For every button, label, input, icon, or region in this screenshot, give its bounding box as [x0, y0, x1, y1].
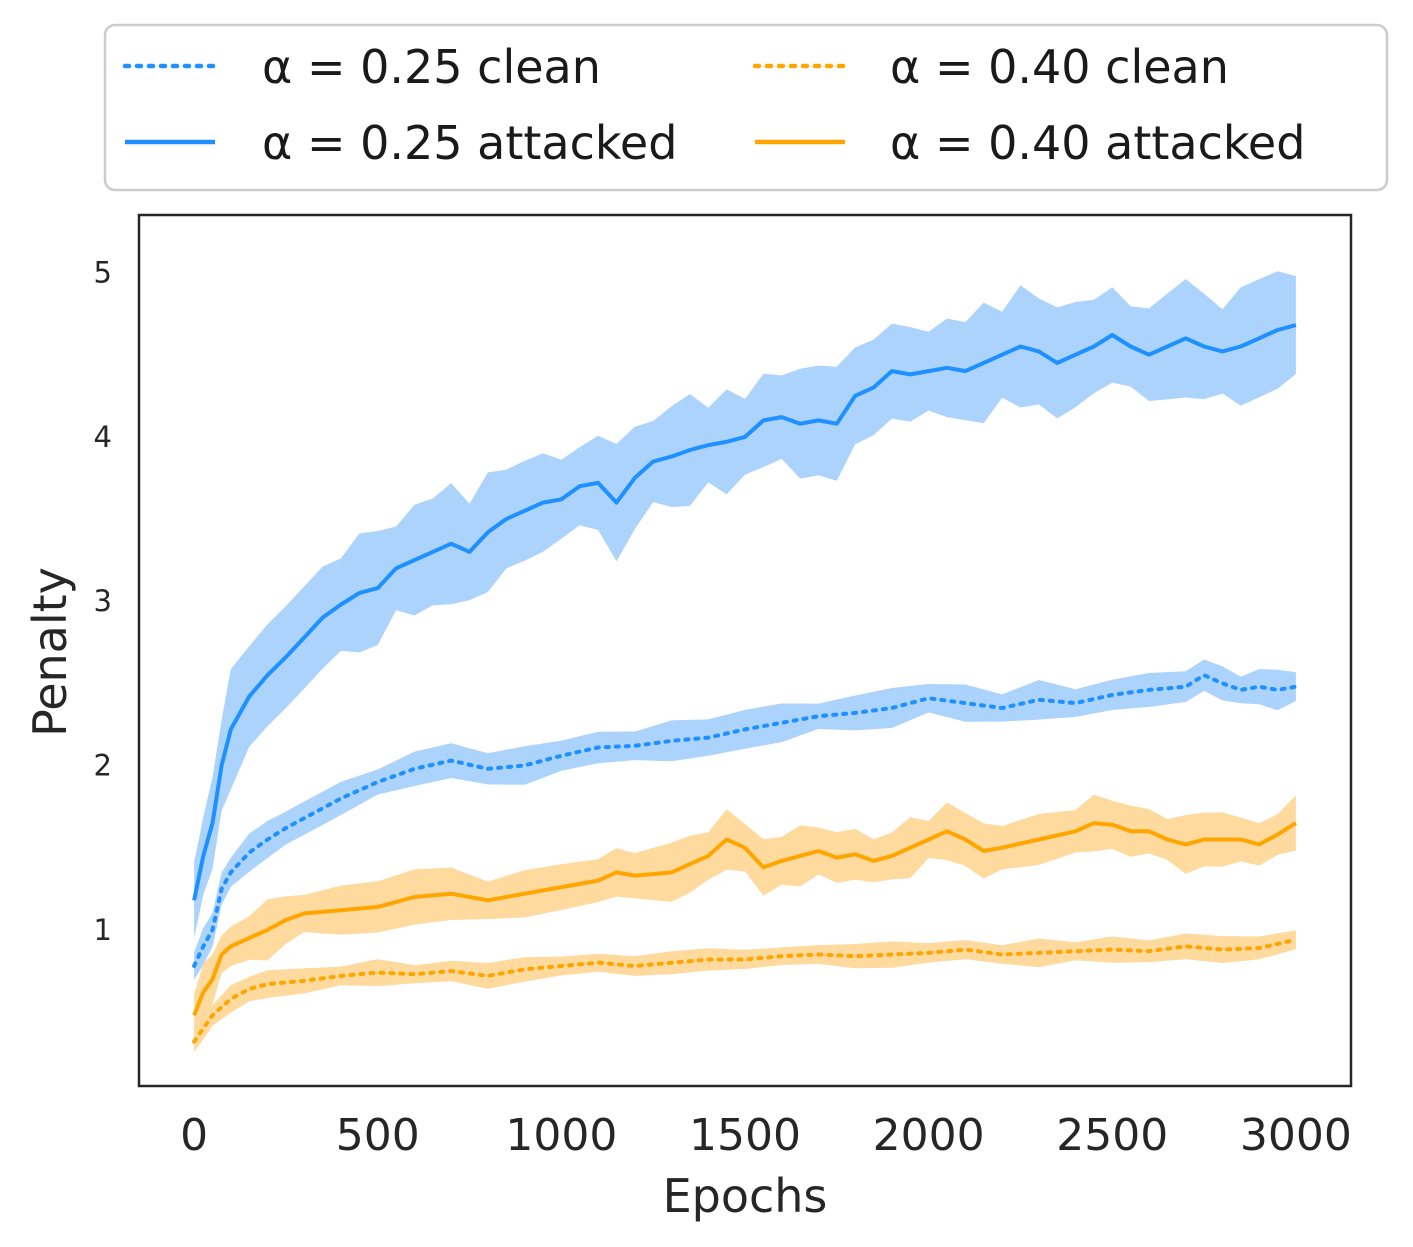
- legend-label-a40-attacked: α = 0.40 attacked: [890, 116, 1305, 170]
- y-tick-label: 3: [94, 584, 112, 618]
- x-tick-label: 1500: [689, 1110, 801, 1161]
- band-0-40-attacked: [194, 794, 1296, 1037]
- x-tick-label: 1000: [505, 1110, 617, 1161]
- x-tick-label: 0: [180, 1110, 208, 1161]
- legend-label-a40-clean: α = 0.40 clean: [890, 40, 1229, 94]
- line-0-40-attacked: [192, 821, 1297, 1017]
- x-axis-ticks: 0 500 1000 1500 2000 2500 3000: [180, 1110, 1352, 1161]
- y-axis-ticks: 1 2 3 4 5: [94, 256, 112, 947]
- x-tick-label: 3000: [1240, 1110, 1352, 1161]
- line-0-40-clean: [192, 937, 1298, 1044]
- y-tick-label: 1: [94, 913, 112, 947]
- plot-frame: [137, 213, 1353, 1088]
- x-tick-label: 2000: [873, 1110, 985, 1161]
- legend: α = 0.25 clean α = 0.25 attacked α = 0.4…: [103, 23, 1389, 192]
- y-tick-label: 4: [94, 420, 112, 454]
- line-0-25-attacked: [192, 323, 1297, 901]
- band-0-25-clean: [194, 659, 1296, 980]
- series-lines: [192, 323, 1298, 1044]
- y-tick-label: 5: [94, 256, 112, 290]
- legend-label-a25-clean: α = 0.25 clean: [262, 40, 601, 94]
- legend-frame: [103, 23, 1389, 192]
- y-tick-label: 2: [94, 749, 112, 783]
- legend-label-a25-attacked: α = 0.25 attacked: [262, 116, 677, 170]
- x-tick-label: 500: [336, 1110, 420, 1161]
- band-0-40-clean: [194, 930, 1296, 1052]
- line-0-25-clean: [192, 673, 1298, 968]
- y-axis-label: Penalty: [23, 567, 77, 737]
- x-tick-label: 2500: [1056, 1110, 1168, 1161]
- x-axis-label: Epochs: [663, 1169, 828, 1223]
